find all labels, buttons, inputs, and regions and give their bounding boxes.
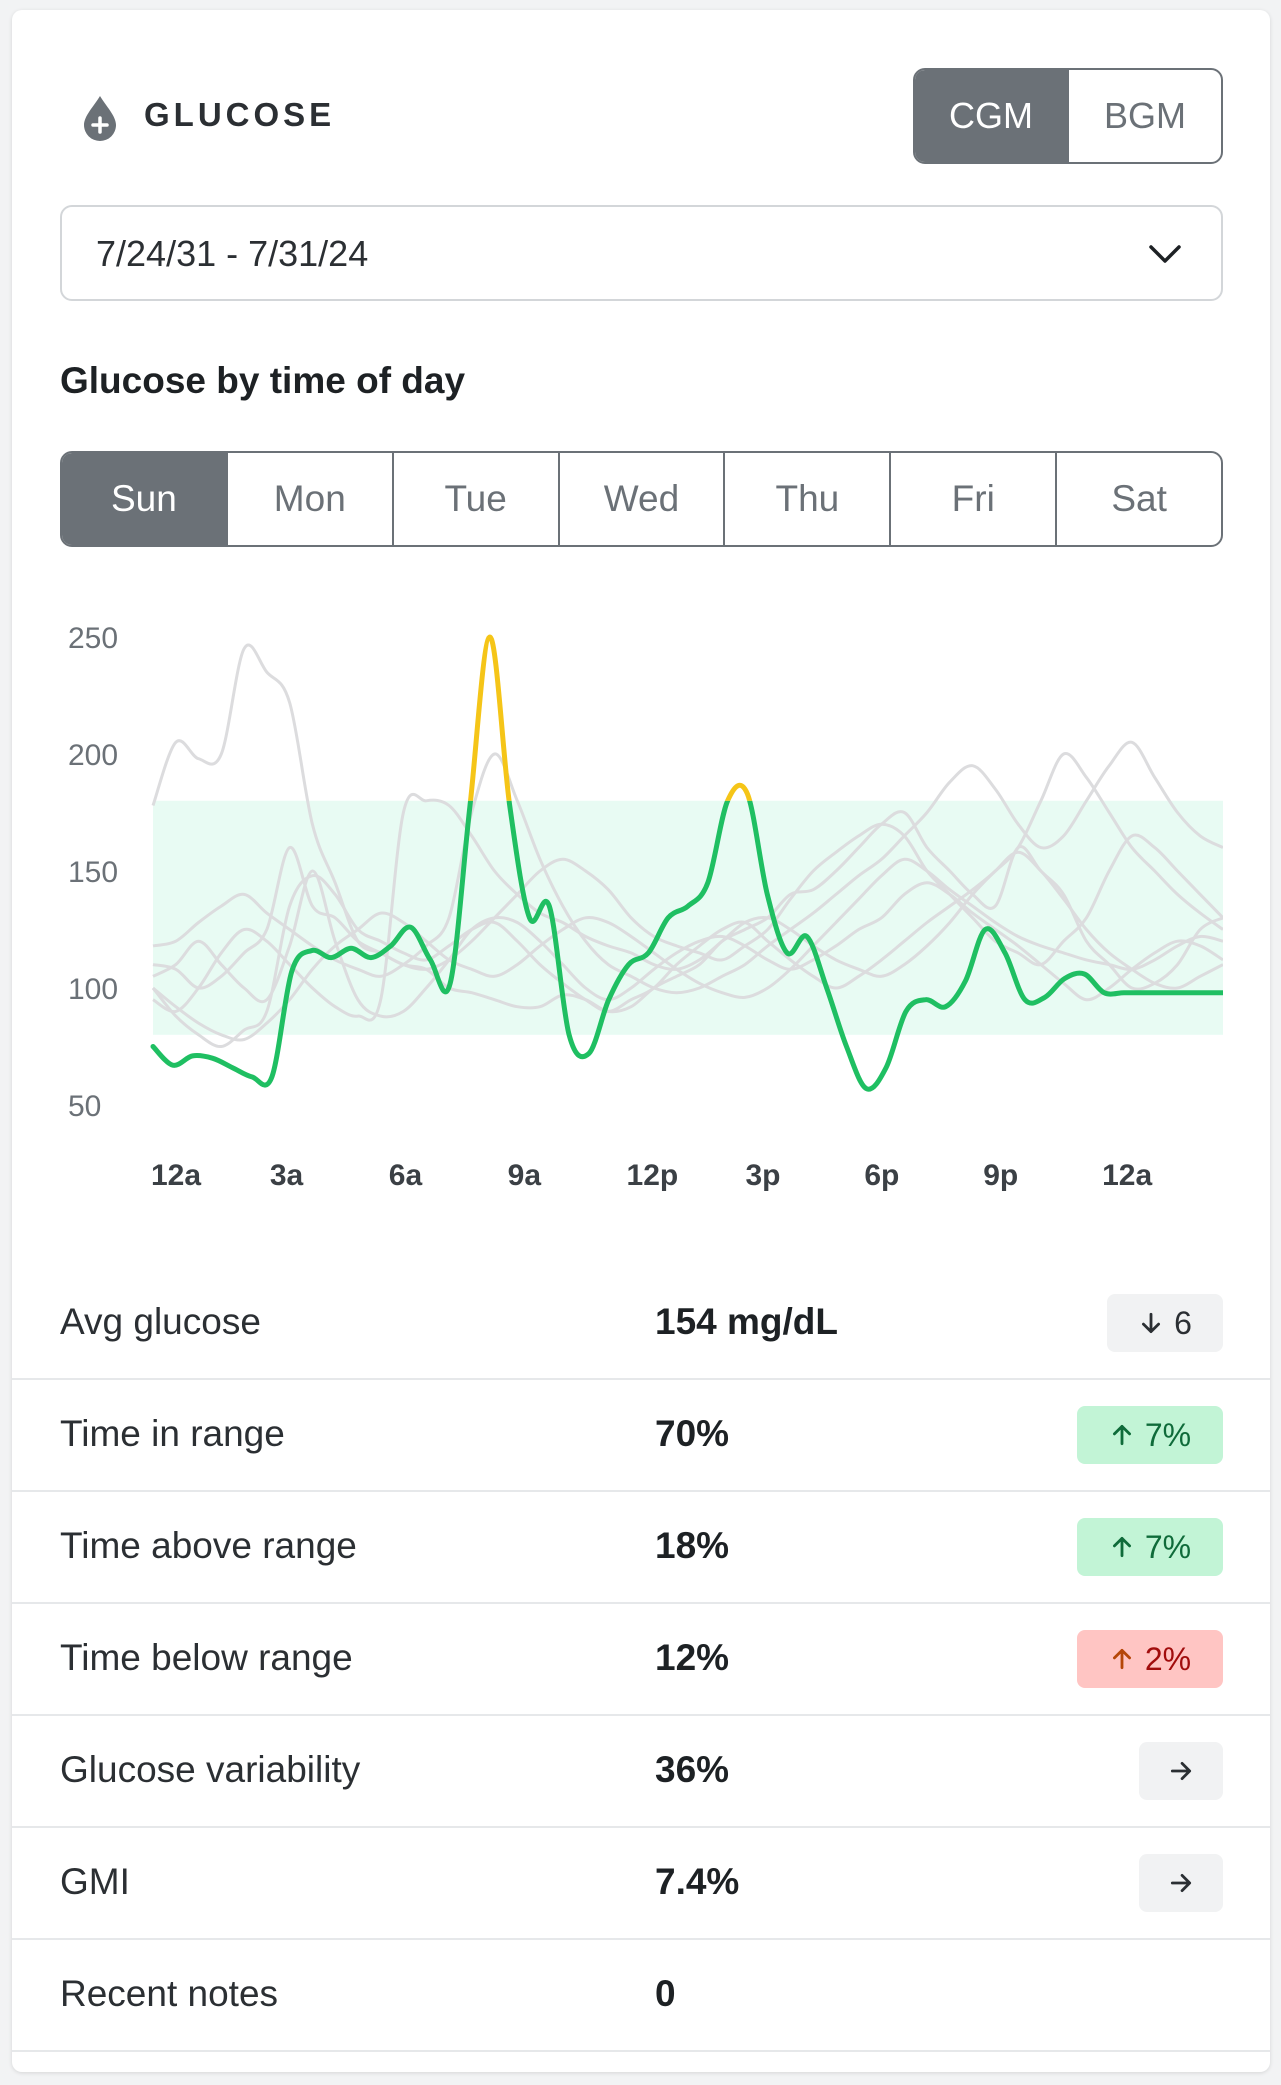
stats-list: Avg glucose 154 mg/dL 6 Time in range 70% 7% T… xyxy=(12,1268,1270,2052)
y-tick-label: 250 xyxy=(68,622,118,655)
stat-row: Recent notes 0 xyxy=(12,1940,1270,2052)
stat-row: Time in range 70% 7% xyxy=(12,1380,1270,1492)
section-title: Glucose by time of day xyxy=(60,360,466,401)
tab-wed[interactable]: Wed xyxy=(557,453,724,545)
source-toggle: CGM BGM xyxy=(913,68,1223,164)
arrow-right-icon xyxy=(1170,1762,1192,1780)
stat-label: Time above range xyxy=(60,1525,357,1566)
chevron-down-icon xyxy=(1149,245,1181,263)
tab-tue[interactable]: Tue xyxy=(391,453,558,545)
trend-value: 6 xyxy=(1174,1304,1192,1341)
stat-label: Time below range xyxy=(60,1637,353,1678)
detail-button[interactable] xyxy=(1139,1742,1223,1800)
tab-mon[interactable]: Mon xyxy=(225,453,392,545)
stat-row: GMI 7.4% xyxy=(12,1828,1270,1940)
x-tick-label: 12a xyxy=(151,1159,201,1192)
stat-row: Time below range 12% 2% xyxy=(12,1604,1270,1716)
trend-value: 7% xyxy=(1144,1528,1192,1565)
trend-badge: 6 xyxy=(1107,1294,1223,1352)
x-tick-label: 9p xyxy=(983,1159,1018,1192)
stat-label: Time in range xyxy=(60,1413,285,1454)
glucose-card: GLUCOSE CGM BGM 7/24/31 - 7/31/24 Glucos… xyxy=(12,10,1270,2072)
arrow-down-icon xyxy=(1142,1312,1161,1334)
stat-label: Recent notes xyxy=(60,1973,279,2014)
card-header: GLUCOSE CGM BGM xyxy=(60,68,1223,168)
other-day-series-line xyxy=(151,752,1223,1049)
arrow-up-icon xyxy=(1112,1536,1131,1558)
x-tick-label: 12p xyxy=(627,1159,679,1192)
stat-value: 7.4% xyxy=(655,1861,740,1902)
stat-value: 12% xyxy=(655,1637,730,1678)
detail-button[interactable] xyxy=(1139,1854,1223,1912)
date-range-select[interactable]: 7/24/31 - 7/31/24 xyxy=(60,205,1223,301)
arrow-up-icon xyxy=(1112,1648,1131,1670)
trend-badge: 7% xyxy=(1077,1406,1223,1464)
other-day-series-line xyxy=(152,740,1223,995)
stat-row: Time above range 18% 7% xyxy=(12,1492,1270,1604)
y-tick-label: 50 xyxy=(68,1090,101,1123)
trend-badge: 7% xyxy=(1077,1518,1223,1576)
stat-row: Glucose variability 36% xyxy=(12,1716,1270,1828)
tab-sat[interactable]: Sat xyxy=(1055,453,1221,545)
x-tick-label: 9a xyxy=(508,1159,542,1192)
glucose-by-time-chart: 250 200 150 100 50 12a 3a 6a 9a 12p 3p 6p 9p 12a xyxy=(68,622,1223,1192)
tab-thu[interactable]: Thu xyxy=(723,453,889,545)
stat-value: 0 xyxy=(655,1973,676,2014)
blood-drop-plus-icon xyxy=(84,96,116,141)
card-title: GLUCOSE xyxy=(144,96,336,133)
trend-badge: 2% xyxy=(1077,1630,1223,1688)
arrow-right-icon xyxy=(1170,1874,1192,1892)
stat-value: 70% xyxy=(655,1413,730,1454)
x-tick-label: 12a xyxy=(1102,1159,1152,1192)
trend-value: 2% xyxy=(1144,1640,1192,1677)
selected-series-line-in-range xyxy=(150,800,1223,1092)
toggle-bgm[interactable]: BGM xyxy=(1067,70,1221,162)
other-day-series-line xyxy=(152,857,1223,1042)
arrow-up-icon xyxy=(1112,1424,1131,1446)
stat-row: Avg glucose 154 mg/dL 6 xyxy=(12,1268,1270,1380)
stat-value: 18% xyxy=(655,1525,730,1566)
x-tick-label: 6p xyxy=(864,1159,899,1192)
stat-value: 36% xyxy=(655,1749,730,1790)
date-range-value: 7/24/31 - 7/31/24 xyxy=(96,233,369,274)
x-tick-label: 3p xyxy=(745,1159,780,1192)
trend-value: 7% xyxy=(1144,1416,1192,1453)
stat-label: Glucose variability xyxy=(60,1749,361,1790)
day-of-week-tabs: Sun Mon Tue Wed Thu Fri Sat xyxy=(60,451,1223,547)
stat-value: 154 mg/dL xyxy=(655,1301,838,1342)
y-tick-label: 150 xyxy=(68,856,118,889)
stat-label: GMI xyxy=(60,1861,130,1902)
y-tick-label: 200 xyxy=(68,739,118,772)
toggle-cgm[interactable]: CGM xyxy=(915,70,1067,162)
y-tick-label: 100 xyxy=(68,973,118,1006)
tab-sun[interactable]: Sun xyxy=(62,453,226,545)
other-day-series-line xyxy=(152,869,1223,1019)
x-tick-label: 3a xyxy=(270,1159,304,1192)
tab-fri[interactable]: Fri xyxy=(889,453,1055,545)
x-tick-label: 6a xyxy=(389,1159,423,1192)
stat-label: Avg glucose xyxy=(60,1301,261,1342)
